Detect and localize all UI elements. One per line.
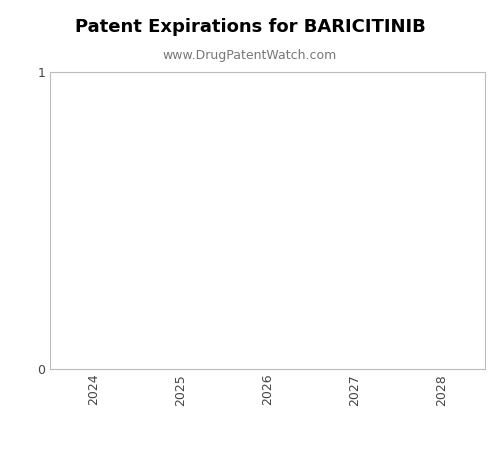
Text: Patent Expirations for BARICITINIB: Patent Expirations for BARICITINIB: [74, 18, 426, 36]
Text: www.DrugPatentWatch.com: www.DrugPatentWatch.com: [163, 50, 337, 63]
